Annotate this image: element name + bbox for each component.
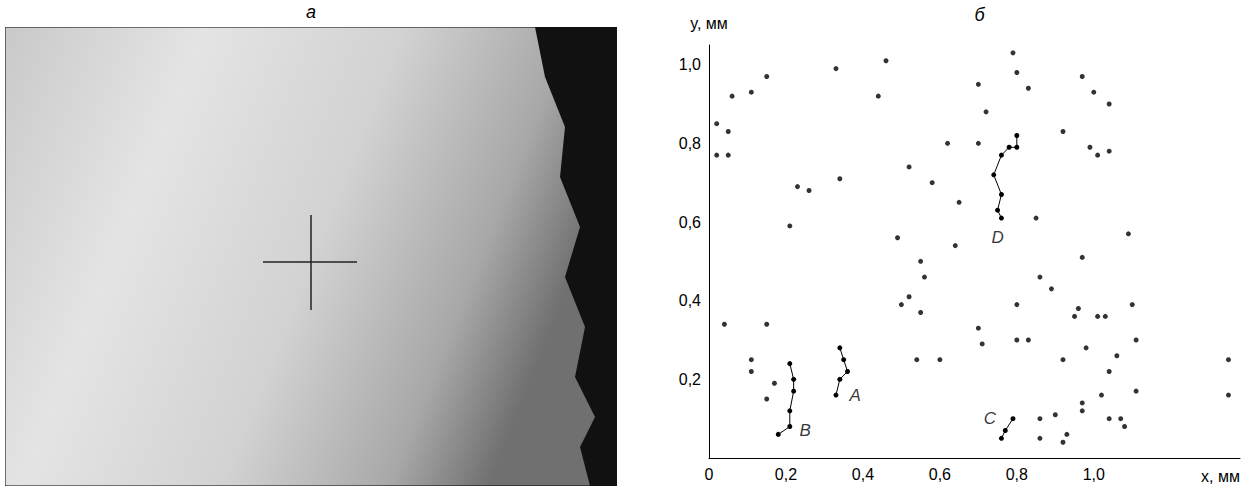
svg-text:y, мм: y, мм [690, 15, 728, 32]
svg-text:0,8: 0,8 [679, 135, 701, 152]
svg-text:A: A [849, 386, 861, 405]
svg-text:B: B [800, 421, 811, 440]
svg-text:x, мм: x, мм [1201, 468, 1240, 485]
svg-text:0,4: 0,4 [852, 466, 874, 483]
svg-text:1,0: 1,0 [1083, 466, 1105, 483]
svg-text:C: C [984, 409, 997, 428]
svg-text:0: 0 [705, 466, 714, 483]
svg-text:0,6: 0,6 [679, 214, 701, 231]
svg-text:0,2: 0,2 [679, 371, 701, 388]
svg-text:D: D [991, 228, 1003, 247]
svg-text:1,0: 1,0 [679, 56, 701, 73]
svg-text:б: б [974, 5, 985, 25]
html-text:а: а [306, 2, 316, 22]
svg-text:0,8: 0,8 [1006, 466, 1028, 483]
svg-text:0,4: 0,4 [679, 292, 701, 309]
svg-text:0,6: 0,6 [929, 466, 951, 483]
svg-text:0,2: 0,2 [775, 466, 797, 483]
